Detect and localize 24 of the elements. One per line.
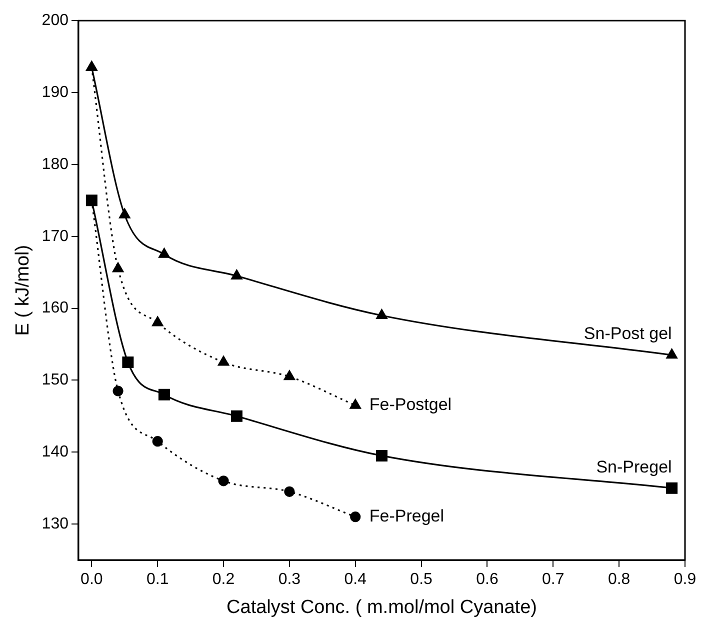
x-tick-label: 0.2	[212, 571, 235, 588]
y-tick-label: 190	[42, 84, 69, 101]
y-tick-label: 170	[42, 228, 69, 245]
x-tick-label: 0.9	[674, 571, 696, 588]
y-tick-label: 200	[42, 12, 69, 30]
y-tick-label: 160	[42, 300, 69, 317]
y-tick-label: 180	[42, 156, 69, 173]
series-label: Fe-Postgel	[369, 395, 452, 414]
x-tick-label: 0.3	[278, 571, 301, 588]
y-tick-label: 130	[42, 515, 69, 532]
y-tick-label: 140	[42, 444, 69, 461]
x-tick-label: 0.7	[542, 571, 564, 588]
x-tick-label: 0.8	[608, 571, 630, 588]
x-axis-title: Catalyst Conc. ( m.mol/mol Cyanate)	[226, 596, 537, 618]
y-axis-title: E ( kJ/mol)	[12, 244, 34, 336]
series-label: Sn-Pregel	[596, 457, 672, 476]
x-tick-label: 0.6	[476, 571, 498, 588]
x-tick-label: 0.5	[410, 571, 433, 588]
series-label: Sn-Post gel	[584, 324, 672, 344]
x-tick-label: 0.4	[344, 571, 367, 588]
x-tick-label: 0.1	[146, 571, 169, 588]
y-tick-label: 150	[42, 372, 69, 389]
x-tick-label: 0.0	[80, 571, 103, 588]
series-label: Fe-Pregel	[369, 506, 444, 526]
